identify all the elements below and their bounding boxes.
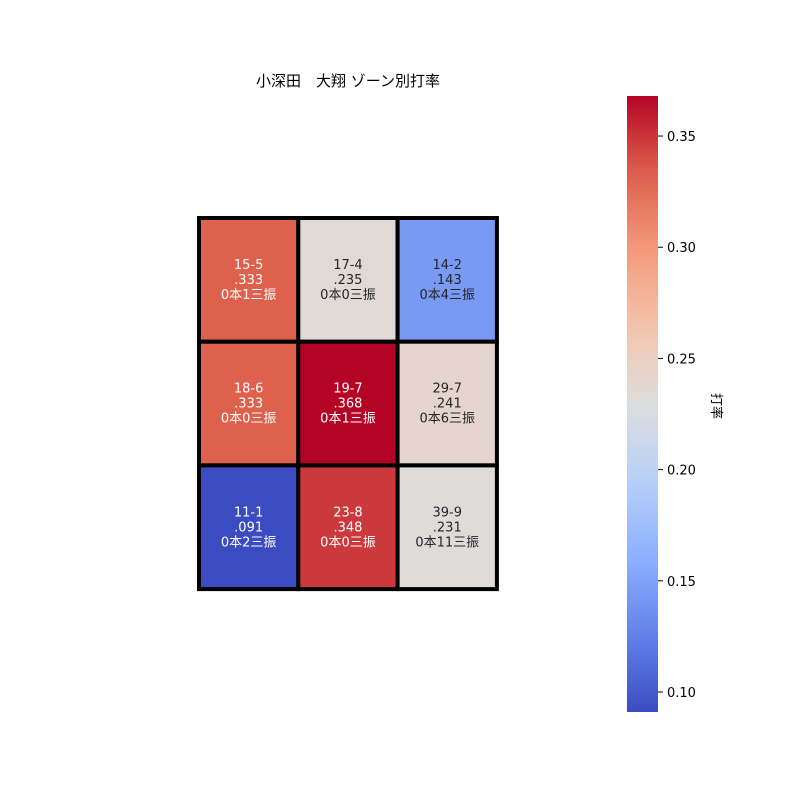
colorbar-tick-label: 0.35 xyxy=(667,130,696,145)
cell-record-label: 39-9 xyxy=(432,505,462,520)
cell-average-label: .091 xyxy=(234,520,263,535)
cell-record-label: 29-7 xyxy=(432,382,462,397)
cell-detail-label: 0本4三振 xyxy=(419,288,475,303)
cell-detail-label: 0本6三振 xyxy=(419,412,475,427)
cell-average-label: .241 xyxy=(433,397,462,412)
cell-average-label: .333 xyxy=(234,273,263,288)
heatmap-cell xyxy=(395,339,499,468)
colorbar-label: 打率 xyxy=(708,393,724,419)
cell-average-label: .231 xyxy=(433,520,462,535)
heatmap-cell xyxy=(197,216,301,344)
colorbar-tick-label: 0.20 xyxy=(667,464,696,479)
colorbar-tick-label: 0.25 xyxy=(667,352,696,367)
colorbar-tick-label: 0.15 xyxy=(667,575,696,590)
cell-detail-label: 0本1三振 xyxy=(221,288,277,303)
cell-detail-label: 0本0三振 xyxy=(221,412,277,427)
colorbar-tick-label: 0.10 xyxy=(667,686,696,701)
cell-record-label: 17-4 xyxy=(333,258,363,273)
colorbar-gradient xyxy=(627,96,658,712)
heatmap-grid: 15-5.3330本1三振17-4.2350本0三振14-2.1430本4三振1… xyxy=(197,216,499,592)
heatmap-cell xyxy=(296,463,400,592)
cell-detail-label: 0本0三振 xyxy=(320,288,376,303)
cell-record-label: 14-2 xyxy=(432,258,462,273)
cell-detail-label: 0本0三振 xyxy=(320,535,376,550)
cell-average-label: .368 xyxy=(333,397,362,412)
heatmap-cell xyxy=(395,463,499,592)
cell-average-label: .348 xyxy=(333,520,362,535)
cell-average-label: .143 xyxy=(433,273,462,288)
cell-record-label: 23-8 xyxy=(333,505,363,520)
cell-average-label: .333 xyxy=(234,397,263,412)
cell-record-label: 19-7 xyxy=(333,382,363,397)
colorbar-tick-label: 0.30 xyxy=(667,241,696,256)
heatmap-cell xyxy=(197,463,301,592)
cell-detail-label: 0本1三振 xyxy=(320,412,376,427)
cell-record-label: 15-5 xyxy=(234,258,264,273)
colorbar: 0.10 0.15 0.20 0.25 0.30 0.35 打率 xyxy=(627,96,724,712)
cell-record-label: 11-1 xyxy=(234,505,264,520)
cell-detail-label: 0本2三振 xyxy=(221,535,277,550)
cell-record-label: 18-6 xyxy=(234,382,264,397)
cell-detail-label: 0本11三振 xyxy=(415,535,479,550)
chart-title: 小深田 大翔 ゾーン別打率 xyxy=(256,72,440,90)
cell-average-label: .235 xyxy=(333,273,362,288)
